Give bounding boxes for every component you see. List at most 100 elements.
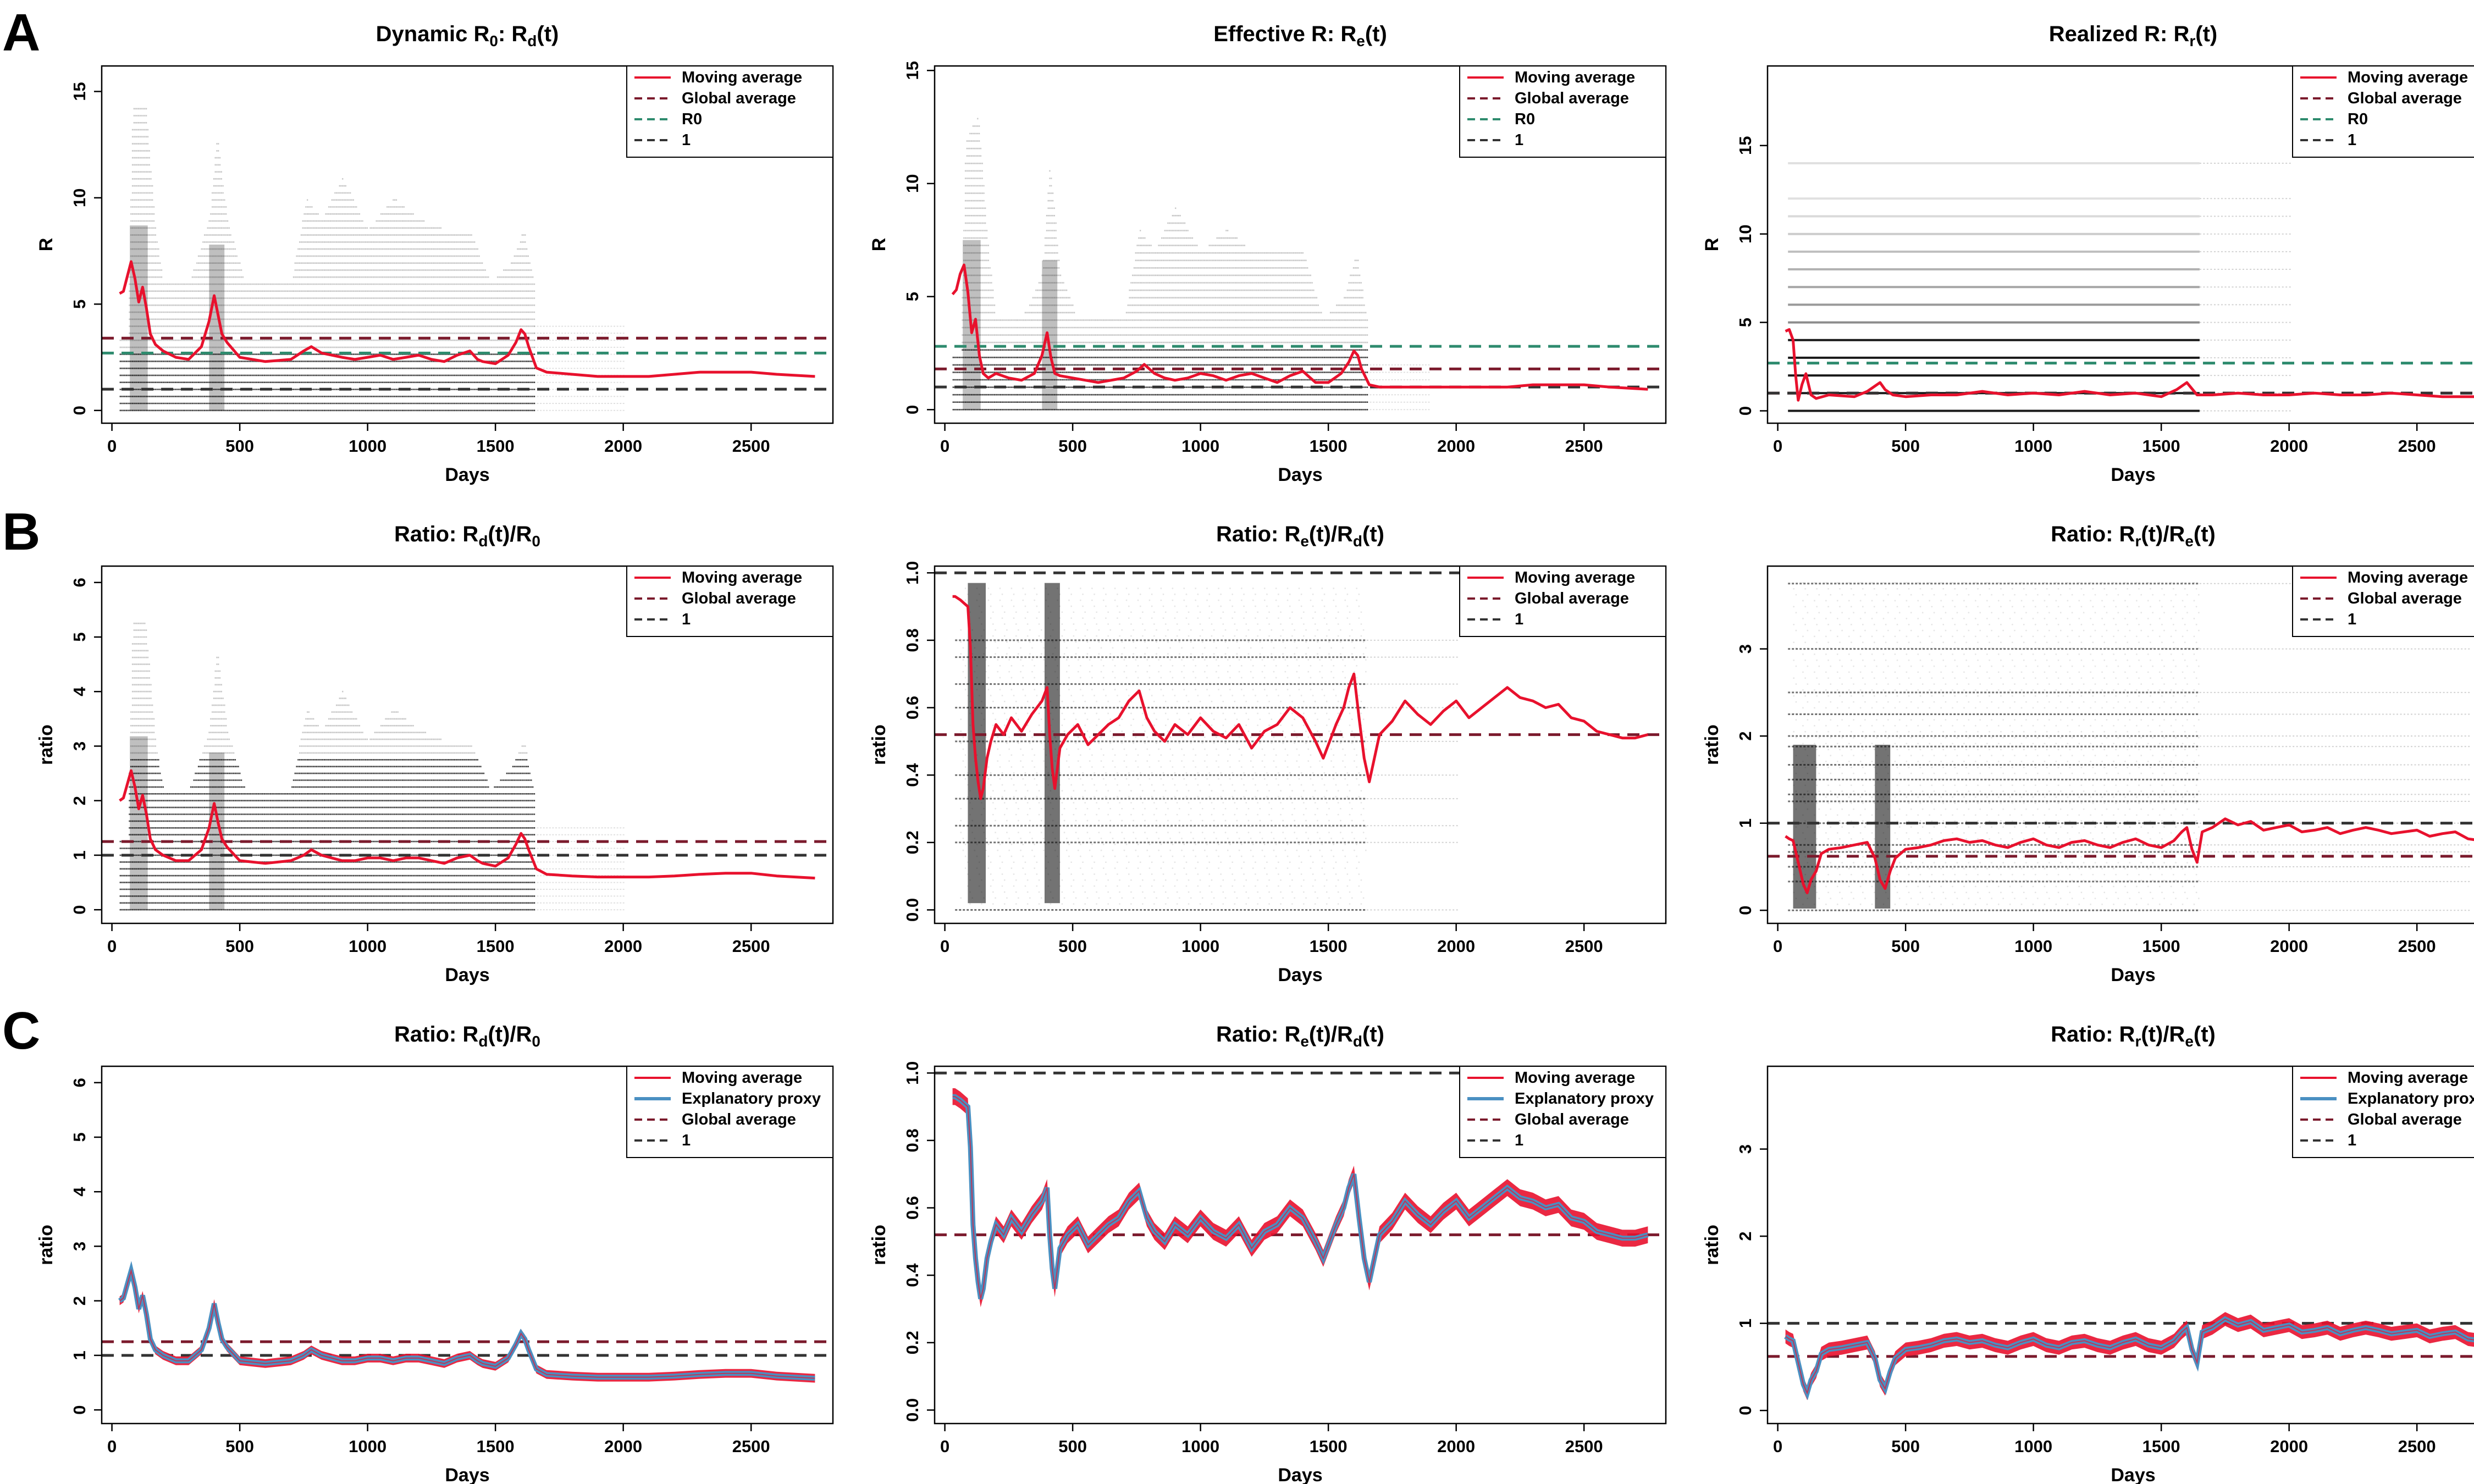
series: [1785, 817, 2474, 894]
legend-label-one: 1: [2348, 611, 2356, 628]
plot-frame: [101, 1065, 834, 1425]
point-cloud: [1788, 162, 2291, 412]
x-tick-label: 0: [940, 436, 949, 456]
legend-label-one: 1: [2348, 131, 2356, 149]
moving-average-line: [119, 1269, 815, 1379]
y-tick-label: 3: [1736, 644, 1755, 654]
y-tick-label: 2: [1736, 1232, 1755, 1241]
legend-label-global: Global average: [1515, 1111, 1629, 1128]
panel-2: Effective R: Re​(t) 0 500 1000 1500 2000 2500 0…: [869, 22, 1667, 485]
y-tick-label: 10: [1736, 224, 1755, 243]
legend-label-proxy: Explanatory proxy: [2348, 1090, 2474, 1108]
point-cloud: [955, 583, 1458, 911]
legend: Moving average Global average 1: [2292, 566, 2474, 637]
panel-6: Ratio: Rr​(t)/Re​(t) 0 500 1000 1500 2000 2500…: [1702, 522, 2474, 985]
panel-5: Ratio: Re​(t)/Rd​(t) 0 500 1000 1500 2000 2500…: [869, 522, 1667, 985]
title-sub1: 0: [489, 32, 498, 49]
x-tick-label: 500: [225, 436, 254, 456]
y-tick-label: 0.4: [903, 763, 922, 787]
row-label-b: B: [2, 502, 40, 561]
x-tick-label: 500: [1891, 436, 1920, 456]
legend-label-moving: Moving average: [2348, 569, 2468, 586]
x-tick-label: 1000: [2014, 436, 2052, 456]
panel-title: Ratio: Re​(t)/Rd​(t): [1216, 1022, 1384, 1050]
moving-average-line: [119, 769, 815, 880]
x-tick-label: 1500: [2142, 937, 2180, 956]
title-mid: (t)/R: [2141, 522, 2185, 546]
title-pre: Ratio: R: [2051, 522, 2135, 546]
y-axis-label: ratio: [869, 1225, 890, 1265]
x-axis-label: Days: [1278, 965, 1322, 985]
y-tick-label: 0: [70, 406, 89, 415]
x-tick-label: 2500: [1565, 1437, 1603, 1456]
panel-9: Ratio: Rr​(t)/Re​(t) 0 500 1000 1500 2000 2500…: [1702, 1022, 2474, 1484]
x-tick-label: 500: [1058, 937, 1087, 956]
panel-title: Ratio: Re​(t)/Rd​(t): [1216, 522, 1384, 550]
y-axis-label: ratio: [869, 724, 890, 765]
series: [952, 595, 1649, 800]
panel-3: Realized R: Rr​(t) 0 500 1000 1500 2000 2500 0 5…: [1702, 22, 2474, 485]
title-sub2: e: [2185, 533, 2194, 550]
plot-frame: [934, 565, 1667, 924]
legend-label-moving: Moving average: [682, 69, 802, 86]
y-tick-label: 15: [70, 82, 89, 101]
y-tick-label: 5: [903, 292, 922, 301]
legend: Moving average Explanatory proxy Global av…: [1459, 1066, 1666, 1158]
y-tick-label: 0: [70, 905, 89, 915]
x-tick-label: 2000: [2270, 1437, 2308, 1456]
plot-frame: [1766, 1065, 2474, 1425]
x-tick-label: 1000: [1181, 1437, 1219, 1456]
y-tick-label: 5: [70, 632, 89, 641]
x-tick-label: 0: [107, 436, 117, 456]
panel-title: Ratio: Rd​(t)/R0​: [394, 522, 540, 550]
series: [119, 260, 815, 378]
series: [119, 769, 815, 880]
point-scatter: [960, 588, 1367, 911]
x-tick-label: 0: [107, 1437, 117, 1456]
y-axis-label: ratio: [36, 724, 57, 765]
title-pre: Ratio: R: [1216, 522, 1300, 546]
x-tick-label: 1500: [2142, 436, 2180, 456]
y-tick-label: 1: [1736, 818, 1755, 828]
reference-lines: [935, 571, 1666, 737]
reference-lines: [1768, 1322, 2474, 1358]
legend: Moving average Global average 1: [626, 566, 833, 637]
x-tick-label: 2500: [732, 937, 770, 956]
y-axis-label: R: [36, 238, 57, 252]
title-post: (t): [2194, 1022, 2216, 1046]
x-tick-label: 500: [1891, 1437, 1920, 1456]
plot-frame: [101, 565, 834, 924]
legend-label-moving: Moving average: [1515, 69, 1635, 86]
title-post: (t): [537, 22, 559, 46]
title-post: (t): [2194, 522, 2216, 546]
legend: Moving average Global average R0 1: [626, 65, 833, 158]
title-sub1: e: [1356, 32, 1365, 49]
legend-box: [2292, 1066, 2474, 1158]
title-mid: (t): [1365, 22, 1387, 46]
y-axis-label: ratio: [36, 1225, 57, 1265]
x-tick-label: 500: [225, 1437, 254, 1456]
legend-box: [626, 1066, 833, 1158]
panel-7: Ratio: Rd​(t)/R0​05001000150020002500012…: [36, 1022, 834, 1484]
x-tick-label: 1000: [1181, 436, 1219, 456]
spike-column: [209, 752, 225, 910]
panel-8: Ratio: Re​(t)/Rd​(t) 0 500 1000 1500 2000 2500…: [869, 1022, 1667, 1484]
y-tick-label: 1: [70, 850, 89, 860]
y-tick-label: 0.6: [903, 696, 922, 719]
title-sub2: d: [1353, 1033, 1362, 1050]
x-axis-label: Days: [2111, 464, 2155, 485]
panel-4: Ratio: Rd​(t)/R0​05001000150020002500012…: [36, 522, 834, 985]
y-tick-label: 15: [903, 61, 922, 80]
legend: Moving average Explanatory proxy Global av…: [2292, 1066, 2474, 1158]
title-mid: (t)/R: [1309, 1022, 1353, 1046]
x-axis-label: Days: [2111, 965, 2155, 985]
legend-label-global: Global average: [1515, 590, 1629, 607]
spike-column: [1042, 260, 1058, 410]
legend-label-one: 1: [1515, 131, 1523, 149]
y-tick-label: 0.2: [903, 830, 922, 854]
y-tick-label: 0: [1736, 906, 1755, 915]
y-axis-label: ratio: [1702, 724, 1722, 765]
series: [951, 263, 1648, 391]
title-pre: Realized R: R: [2049, 22, 2190, 46]
title-pre: Ratio: R: [394, 1022, 478, 1046]
